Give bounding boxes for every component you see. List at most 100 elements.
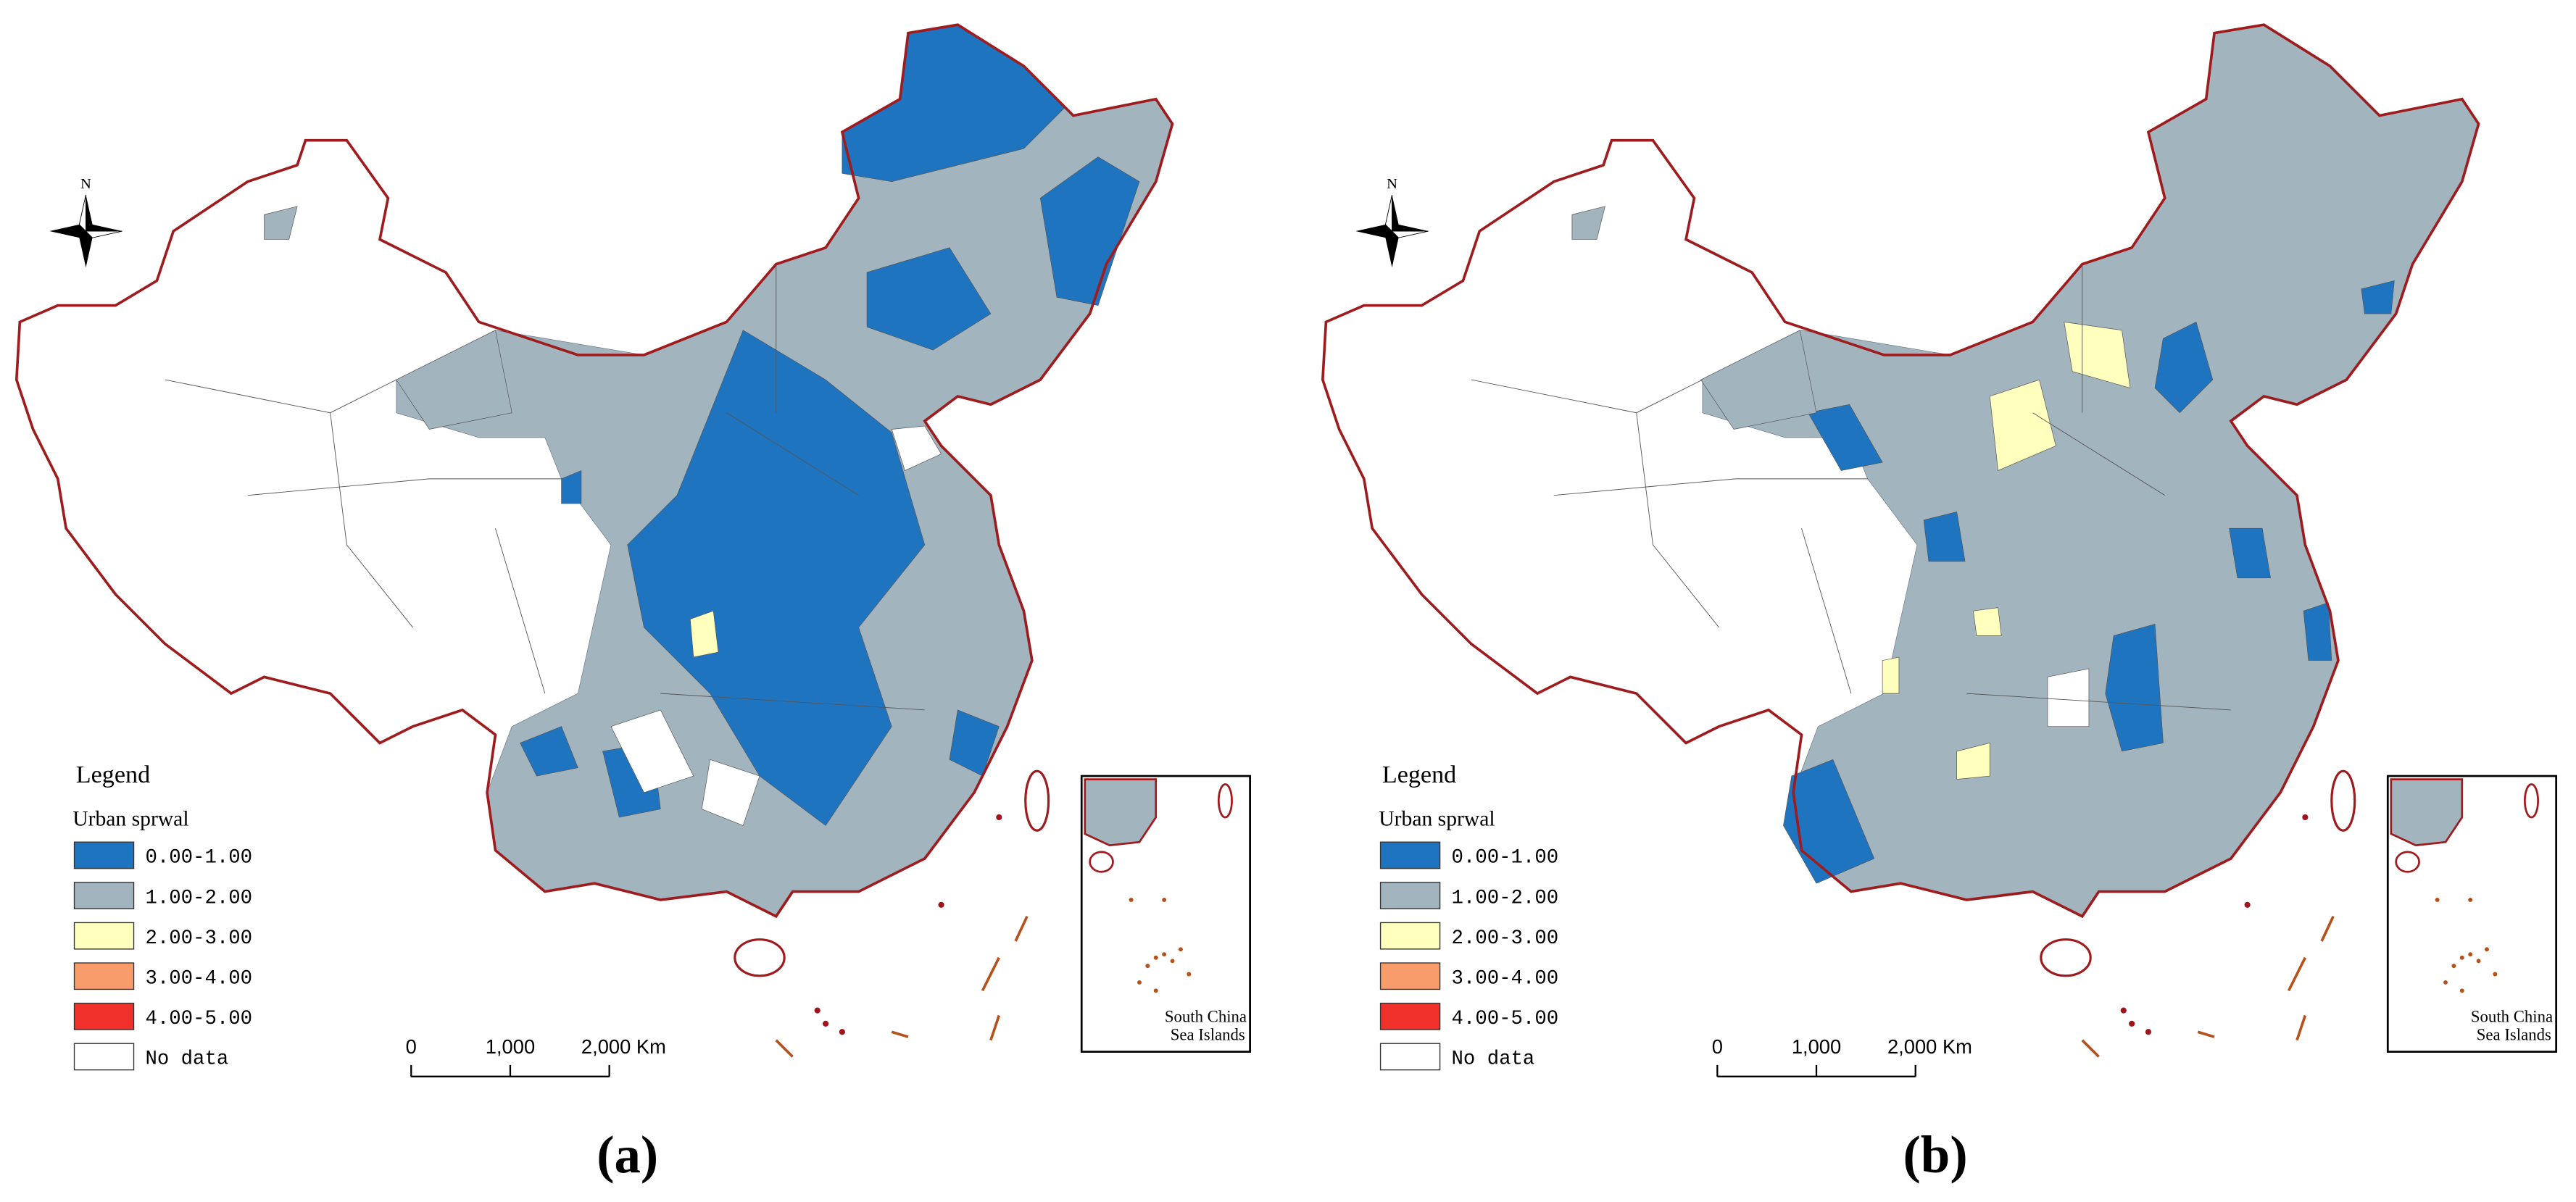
inset-dot: [2459, 955, 2464, 960]
inset-island: [2524, 783, 2539, 819]
arrow-shape: [1391, 230, 1429, 238]
inset-land: [1084, 778, 1158, 847]
inset-dot: [2435, 898, 2440, 902]
inset-dot: [1153, 955, 1158, 960]
scale-label: 1,000: [486, 1035, 535, 1058]
legend-title: Legend: [1382, 761, 1456, 788]
inset-island: [2395, 851, 2420, 873]
legend-label: 4.00-5.00: [145, 1008, 252, 1030]
north-label: N: [80, 176, 91, 192]
island-line: [2287, 956, 2307, 992]
city-region: [2229, 527, 2271, 578]
scale-label: 0: [406, 1035, 417, 1058]
inset-dot: [1153, 988, 1158, 993]
inset-dot: [1129, 898, 1134, 902]
arrow-shape: [1384, 194, 1392, 233]
boundary-line: [726, 412, 859, 496]
inset-dot: [2485, 947, 2489, 952]
legend-swatch: [73, 962, 135, 990]
inset-dot: [1145, 964, 1150, 969]
island-line: [2081, 1039, 2100, 1058]
panel-label: (a): [597, 1125, 658, 1184]
inset-dot: [1170, 959, 1175, 964]
city-region: [2064, 321, 2131, 389]
island-dot: [839, 1029, 845, 1035]
island: [1024, 769, 1050, 832]
city-region: [701, 759, 760, 826]
city-region: [1956, 743, 1990, 780]
city-region: [610, 709, 694, 793]
north-arrow: N: [1355, 176, 1429, 268]
island-line: [891, 1030, 909, 1038]
legend-swatch: [1379, 1043, 1441, 1071]
legend-label: 3.00-4.00: [1452, 968, 1559, 990]
map-panel: N Legend Urban sprwal 0.00-1.00 1.00-2.00 2.0…: [14, 23, 1251, 1077]
legend-swatch: [73, 882, 135, 909]
boundary-line: [1553, 478, 1868, 496]
legend-swatch: [73, 1002, 135, 1030]
north-arrow: N: [49, 176, 122, 268]
inset-dot: [2443, 980, 2448, 985]
island-dot: [2145, 1029, 2152, 1035]
city-region: [1989, 379, 2056, 471]
inset-caption: South China: [2471, 1008, 2553, 1026]
city-region: [1571, 206, 1605, 240]
island-dot: [814, 1007, 820, 1014]
island-line: [2320, 915, 2335, 942]
island-dot: [2302, 814, 2309, 821]
boundary-line: [660, 693, 925, 711]
legend-label: 1.00-2.00: [145, 887, 252, 909]
city-region: [1808, 404, 1883, 471]
boundary-line: [2032, 412, 2165, 496]
inset-land: [2390, 778, 2464, 847]
national-border: [1321, 23, 2480, 919]
city-region: [1700, 330, 1817, 430]
legend-swatch: [1379, 962, 1441, 990]
city-region: [866, 247, 992, 351]
city-region: [1923, 512, 1966, 562]
city-region: [2047, 668, 2090, 727]
island-line: [2295, 1014, 2307, 1041]
legend-swatch: [73, 1043, 135, 1071]
inset-dot: [2459, 988, 2464, 993]
boundary-line: [495, 528, 546, 694]
legend-label: 2.00-3.00: [1452, 927, 1559, 950]
legend-label: 4.00-5.00: [1452, 1008, 1559, 1030]
island-dot: [996, 814, 1002, 821]
boundary-line: [330, 412, 413, 628]
island-line: [981, 956, 1000, 992]
inset-caption: Sea Islands: [1171, 1026, 1245, 1044]
boundary-line: [247, 478, 562, 496]
legend-label: 1.00-2.00: [1452, 887, 1559, 909]
legend-swatch: [1379, 922, 1441, 950]
legend-label: No data: [145, 1048, 228, 1071]
legend-label: 2.00-3.00: [145, 927, 252, 950]
scale-label: 2,000 Km: [1887, 1035, 1972, 1058]
scale-label: 0: [1712, 1035, 1723, 1058]
inset-dot: [1178, 947, 1183, 952]
legend-subtitle: Urban sprwal: [72, 807, 188, 830]
inset-dot: [1137, 980, 1142, 985]
boundary-line: [1471, 379, 1703, 414]
island-line: [775, 1039, 794, 1058]
inset-island: [1089, 851, 1114, 873]
city-region: [2105, 623, 2164, 752]
panel-label: (b): [1903, 1125, 1968, 1184]
city-region: [561, 469, 582, 504]
island: [2040, 938, 2092, 977]
city-region: [1973, 607, 2002, 636]
inset-dot: [2451, 964, 2456, 969]
legend-swatch: [1379, 882, 1441, 909]
legend-label: 0.00-1.00: [1452, 847, 1559, 869]
inset-dot: [2476, 959, 2481, 964]
city-region: [2361, 280, 2395, 314]
island-dot: [2120, 1007, 2127, 1014]
arrow-shape: [78, 194, 86, 233]
island-line: [1014, 915, 1029, 942]
island-line: [2197, 1030, 2215, 1038]
city-region: [2154, 321, 2214, 414]
island-dot: [2129, 1020, 2135, 1027]
city-region: [689, 610, 719, 658]
